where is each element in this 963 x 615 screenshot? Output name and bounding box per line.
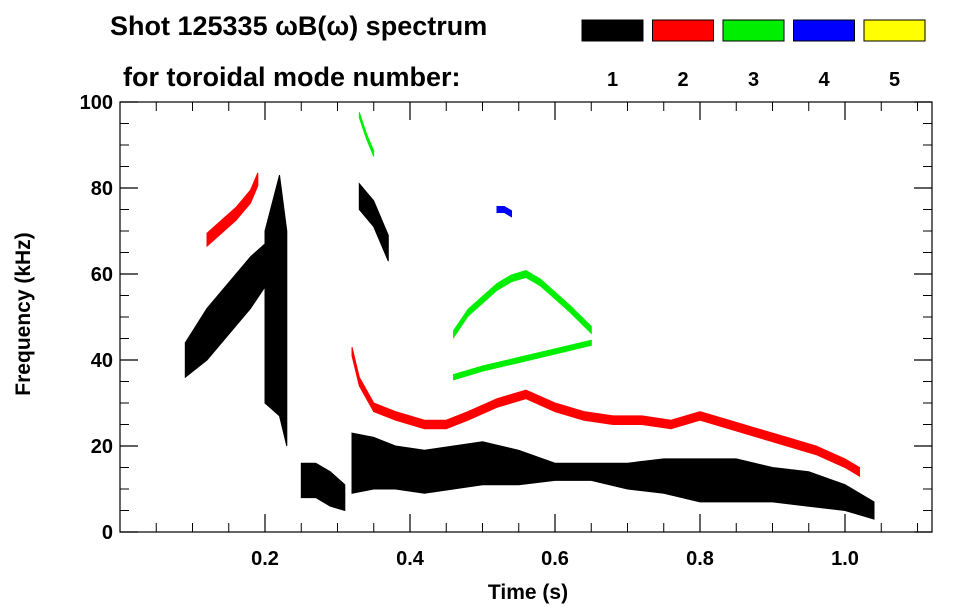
- mode-1-band-1: [351, 432, 875, 520]
- legend-label-mode-5: 5: [889, 69, 900, 91]
- mode-3-band-1: [453, 270, 592, 340]
- mode-1-band-5: [358, 182, 389, 262]
- legend-swatch-mode-3: [722, 19, 785, 42]
- legend-label-mode-2: 2: [677, 69, 688, 91]
- mode-2-band-2: [351, 346, 860, 477]
- x-tick-label: 0.8: [686, 548, 714, 570]
- y-tick-label: 20: [91, 436, 113, 458]
- legend-label-mode-1: 1: [607, 69, 618, 91]
- mode-3-band-3: [358, 112, 375, 157]
- y-tick-label: 40: [91, 350, 113, 372]
- mode-3-band-2: [453, 339, 592, 381]
- x-axis-label: Time (s): [488, 581, 568, 604]
- y-tick-label: 0: [102, 522, 113, 544]
- y-tick-label: 60: [91, 264, 113, 286]
- legend-swatch-mode-4: [793, 19, 855, 42]
- y-axis-label: Frequency (kHz): [12, 232, 35, 395]
- mode-1-band-3: [264, 174, 288, 447]
- legend-label-mode-4: 4: [818, 69, 830, 91]
- legend-swatch-mode-5: [863, 19, 926, 42]
- legend-swatch-mode-1: [581, 19, 644, 42]
- x-tick-label: 0.6: [541, 548, 569, 570]
- x-tick-label: 1.0: [831, 548, 859, 570]
- y-tick-label: 80: [91, 178, 113, 200]
- x-tick-label: 0.4: [396, 548, 425, 570]
- y-tick-label: 100: [80, 92, 113, 114]
- plot-data: [184, 112, 875, 520]
- legend-swatch-mode-2: [652, 19, 714, 42]
- mode-2-band-1: [206, 172, 259, 248]
- chart-subtitle: for toroidal mode number:: [123, 62, 461, 92]
- mode-1-band-4: [300, 462, 346, 512]
- legend: 1 2 3 4 5: [581, 19, 926, 91]
- x-tick-label: 0.2: [251, 548, 279, 570]
- legend-label-mode-3: 3: [748, 69, 759, 91]
- axes: 0 20 40 60 80 100 0.2 0.4 0.6 0.8 1.0: [80, 92, 933, 570]
- mode-4-band-1: [496, 206, 512, 218]
- chart-title: Shot 125335 ωB(ω) spectrum: [110, 11, 487, 41]
